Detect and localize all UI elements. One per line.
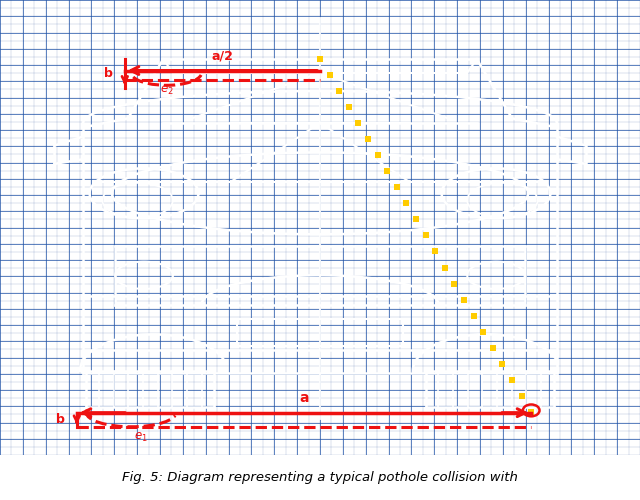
Text: b: b	[104, 67, 113, 80]
Text: $e_1$: $e_1$	[134, 431, 148, 444]
Text: a/2: a/2	[211, 50, 234, 62]
Text: a: a	[300, 392, 308, 406]
Text: $e_2$: $e_2$	[159, 84, 173, 98]
Text: b: b	[56, 414, 65, 426]
Text: Fig. 5: Diagram representing a typical pothole collision with: Fig. 5: Diagram representing a typical p…	[122, 471, 518, 484]
